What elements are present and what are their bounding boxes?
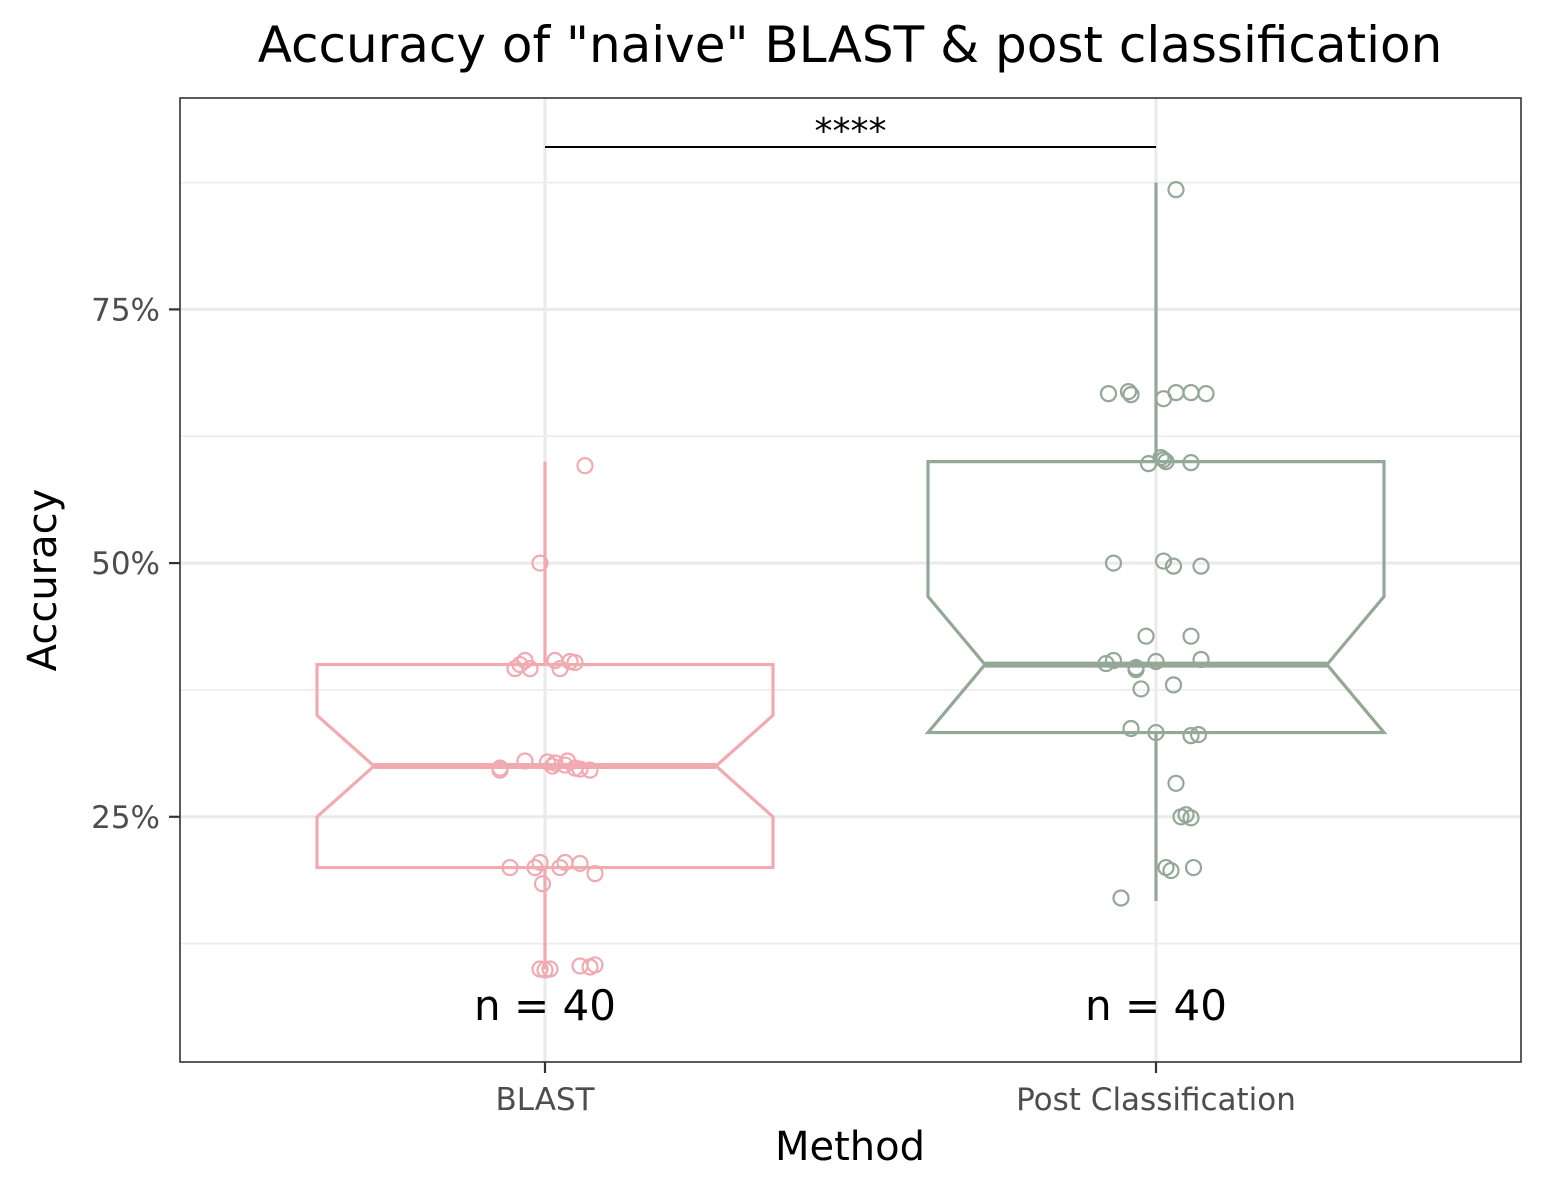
data-point bbox=[1184, 858, 1203, 877]
data-point bbox=[1104, 554, 1123, 572]
data-point bbox=[1182, 454, 1200, 472]
data-point bbox=[1154, 450, 1173, 469]
data-point bbox=[566, 653, 584, 672]
data-point bbox=[1157, 453, 1175, 471]
data-point bbox=[533, 875, 552, 893]
data-point bbox=[1104, 651, 1123, 670]
data-point bbox=[538, 753, 557, 771]
data-point bbox=[521, 660, 539, 678]
axis-layer: 25% 50% 75% BLAST Post Classification bbox=[91, 292, 1296, 1118]
x-axis-title: Method bbox=[775, 1124, 925, 1170]
data-point bbox=[501, 858, 519, 877]
y-tick-label: 75% bbox=[91, 292, 160, 328]
data-point bbox=[1167, 384, 1185, 402]
significance-label: **** bbox=[815, 111, 887, 152]
data-point bbox=[531, 554, 549, 572]
data-point bbox=[1147, 723, 1165, 742]
data-point bbox=[1182, 809, 1200, 827]
data-point bbox=[1122, 386, 1140, 404]
data-point bbox=[546, 754, 564, 772]
data-point bbox=[531, 853, 549, 872]
data-point bbox=[571, 957, 589, 975]
data-point bbox=[571, 760, 589, 778]
data-point bbox=[1167, 774, 1185, 792]
data-point bbox=[491, 759, 509, 777]
data-point bbox=[1152, 448, 1170, 467]
data-point bbox=[1197, 385, 1215, 403]
data-point bbox=[1112, 889, 1130, 907]
data-point bbox=[581, 958, 599, 976]
notched-box bbox=[924, 460, 1388, 735]
data-point bbox=[1164, 557, 1183, 575]
data-point bbox=[1097, 654, 1115, 673]
data-point bbox=[586, 865, 604, 883]
annotation-layer: n = 40 n = 40 **** bbox=[474, 111, 1227, 1030]
data-point bbox=[1132, 680, 1150, 698]
data-point bbox=[1154, 552, 1173, 570]
data-point bbox=[1182, 627, 1200, 645]
data-point bbox=[526, 858, 544, 877]
data-point bbox=[1099, 385, 1118, 403]
y-tick-label: 25% bbox=[91, 800, 160, 836]
notched-box bbox=[315, 662, 775, 870]
data-point bbox=[1147, 652, 1165, 671]
data-point bbox=[516, 752, 534, 770]
data-point bbox=[1182, 727, 1200, 745]
sample-size-label: n = 40 bbox=[474, 981, 616, 1030]
data-point bbox=[1122, 719, 1140, 738]
panel-border bbox=[179, 97, 1522, 1063]
box-layer bbox=[315, 182, 1388, 970]
point-layer bbox=[491, 181, 1215, 979]
data-point bbox=[1127, 661, 1145, 679]
data-point bbox=[511, 655, 529, 674]
data-point bbox=[1192, 650, 1210, 669]
data-point bbox=[1167, 181, 1185, 199]
x-tick-label: Post Classification bbox=[1016, 1082, 1296, 1118]
data-point bbox=[556, 853, 574, 872]
data-point bbox=[1182, 384, 1200, 402]
data-point bbox=[551, 858, 569, 877]
y-axis-title: Accuracy bbox=[20, 489, 66, 672]
sample-size-label: n = 40 bbox=[1085, 981, 1227, 1030]
data-point bbox=[1162, 861, 1180, 880]
chart-title: Accuracy of "naive" BLAST & post classif… bbox=[258, 16, 1443, 74]
y-tick-label: 50% bbox=[91, 546, 160, 582]
data-point bbox=[1137, 627, 1155, 645]
data-point bbox=[1119, 382, 1138, 401]
data-point bbox=[581, 761, 599, 779]
data-point bbox=[576, 457, 594, 475]
data-point bbox=[1164, 676, 1183, 694]
grid-layer bbox=[180, 98, 1521, 1062]
x-tick-label: BLAST bbox=[495, 1082, 595, 1118]
data-point bbox=[536, 961, 554, 979]
data-point bbox=[558, 752, 577, 770]
data-point bbox=[1189, 726, 1208, 744]
data-point bbox=[1192, 557, 1210, 575]
data-point bbox=[543, 757, 562, 775]
